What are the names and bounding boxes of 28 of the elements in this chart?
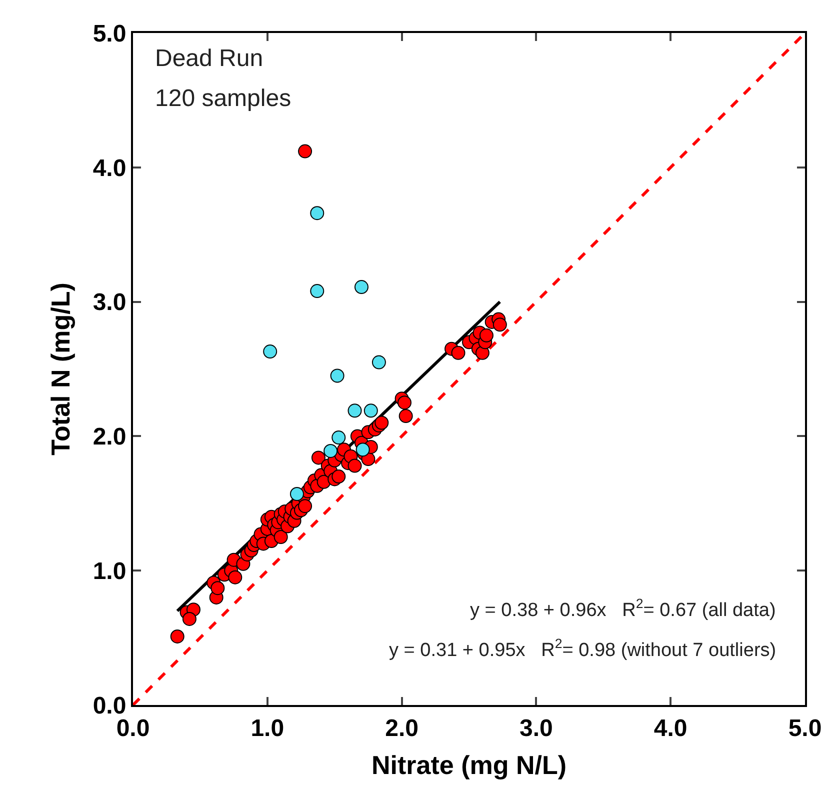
y-tick-label: 3.0 [92, 289, 126, 316]
y-axis-title: Total N (mg/L) [46, 282, 76, 456]
y-tick-label: 1.0 [92, 558, 126, 585]
x-tick-label: 4.0 [654, 714, 688, 742]
y-tick-label: 5.0 [92, 20, 126, 48]
point [372, 355, 386, 370]
annotation: Dead Run [155, 45, 264, 72]
point [263, 344, 278, 359]
x-tick-label: 2.0 [385, 714, 418, 742]
point [310, 284, 324, 298]
y-tick-label: 4.0 [92, 154, 126, 182]
point [324, 444, 338, 458]
annotation: y = 0.38 + 0.96x R$^{2}$= 0.67 (all data) [470, 596, 776, 621]
y-tick-label: 2.0 [92, 424, 126, 451]
point [310, 206, 324, 220]
point [290, 486, 304, 501]
x-tick-label: 5.0 [788, 714, 822, 742]
point [364, 404, 378, 418]
x-axis-title: Nitrate (mg N/L) [372, 750, 566, 780]
point [354, 280, 368, 294]
x-tick-label: 1.0 [250, 714, 284, 742]
annotation: y = 0.31 + 0.95x R$^{2}$= 0.98 (without 7 outliers) [389, 636, 776, 661]
point [356, 442, 370, 457]
point [332, 430, 346, 445]
point [348, 404, 362, 418]
x-tick-label: 3.0 [520, 714, 553, 742]
annotation: 120 samples [155, 85, 292, 112]
point [330, 368, 344, 383]
